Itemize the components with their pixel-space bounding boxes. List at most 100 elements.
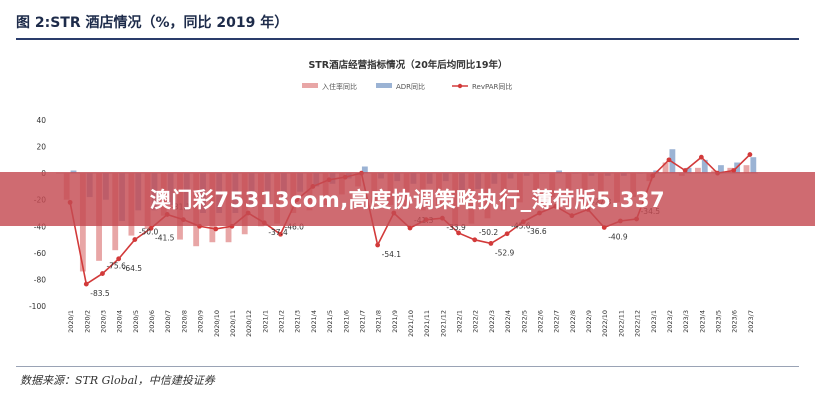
legend-marker-2: [457, 83, 463, 89]
data-label: -45.6: [511, 222, 531, 231]
revpar-point: [456, 230, 461, 236]
revpar-point: [407, 225, 413, 231]
x-tick-label: 2023/7: [747, 310, 755, 333]
revpar-point: [698, 154, 704, 160]
bar-adr: [685, 167, 692, 174]
bar-occupancy: [743, 165, 750, 174]
x-tick-label: 2020/3: [99, 310, 107, 333]
y-tick-label: -60: [34, 249, 46, 258]
x-tick-label: 2022/8: [569, 310, 577, 333]
legend-swatch-0: [302, 83, 318, 88]
revpar-point: [747, 152, 753, 157]
x-tick-label: 2022/1: [456, 310, 464, 333]
data-label: -64.5: [123, 264, 143, 273]
x-tick-label: 2023/2: [666, 310, 674, 333]
revpar-point: [116, 256, 122, 262]
x-tick-label: 2021/10: [407, 310, 415, 337]
figure-title: 图 2:STR 酒店情况（%，同比 2019 年）: [16, 15, 289, 31]
data-label: -83.5: [90, 289, 110, 298]
x-tick-label: 2022/10: [601, 310, 609, 337]
x-tick-label: 2021/1: [261, 310, 269, 333]
x-tick-label: 2022/2: [472, 310, 480, 333]
x-tick-label: 2021/3: [294, 310, 302, 333]
x-tick-label: 2021/6: [342, 310, 350, 333]
x-tick-label: 2022/9: [585, 310, 593, 333]
revpar-point: [601, 225, 607, 230]
data-label: -37.4: [268, 228, 288, 237]
x-tick-label: 2021/8: [375, 310, 383, 333]
x-tick-label: 2020/10: [213, 310, 221, 337]
title-divider: [16, 38, 799, 40]
source-divider: [16, 366, 799, 367]
bar-occupancy: [695, 167, 701, 174]
x-tick-label: 2022/3: [488, 310, 496, 333]
revpar-point: [504, 231, 510, 237]
x-tick-label: 2023/5: [715, 310, 723, 333]
x-tick-label: 2022/11: [617, 310, 625, 337]
x-tick-label: 2020/5: [132, 310, 140, 333]
y-tick-label: -40: [34, 222, 46, 231]
data-label: -46.0: [285, 222, 305, 231]
revpar-point: [148, 225, 154, 231]
revpar-point: [100, 271, 105, 276]
revpar-point: [488, 241, 494, 246]
legend-label-2: RevPAR同比: [472, 82, 512, 91]
x-tick-label: 2022/4: [504, 310, 512, 333]
y-tick-label: 20: [36, 143, 46, 152]
x-tick-label: 2023/4: [698, 310, 706, 333]
data-label: -50.0: [139, 228, 159, 237]
source-note: 数据来源：STR Global，中信建投证券: [20, 374, 215, 387]
data-label: -50.2: [479, 228, 499, 237]
chart-title: STR酒店经营指标情况（20年后均同比19年）: [308, 59, 507, 71]
revpar-point: [666, 157, 672, 163]
revpar-point: [731, 168, 737, 173]
x-tick-label: 2021/7: [358, 310, 366, 333]
revpar-point: [278, 231, 283, 237]
x-tick-label: 2020/9: [197, 310, 205, 333]
x-tick-label: 2023/6: [731, 310, 739, 333]
revpar-point: [83, 281, 89, 287]
revpar-point: [682, 168, 688, 173]
x-tick-label: 2021/2: [278, 310, 286, 333]
bar-adr: [361, 166, 368, 174]
data-label: -40.9: [608, 232, 628, 241]
x-tick-label: 2021/11: [423, 310, 431, 337]
y-tick-label: -100: [29, 302, 46, 311]
legend-swatch-1: [376, 83, 392, 88]
x-tick-label: 2021/5: [326, 310, 334, 333]
overlay-banner: 澳门彩75313com,高度协调策略执行_薄荷版5.337: [0, 172, 815, 226]
bar-occupancy: [711, 170, 718, 174]
x-tick-label: 2020/12: [245, 310, 253, 337]
y-tick-label: -80: [34, 275, 46, 284]
data-label: -41.5: [155, 233, 175, 242]
bar-adr: [556, 170, 563, 174]
x-tick-label: 2022/5: [520, 310, 528, 333]
x-tick-label: 2021/9: [391, 310, 399, 333]
revpar-point: [213, 226, 219, 232]
x-tick-label: 2020/6: [148, 310, 156, 333]
data-label: -33.9: [446, 223, 466, 232]
bar-adr: [70, 170, 77, 174]
x-tick-label: 2023/3: [682, 310, 690, 333]
bar-occupancy: [662, 162, 669, 174]
revpar-point: [132, 237, 138, 242]
x-tick-label: 2020/8: [180, 310, 188, 333]
x-tick-label: 2022/6: [536, 310, 544, 333]
x-tick-label: 2020/1: [67, 310, 75, 333]
data-label: -36.6: [527, 227, 547, 236]
x-tick-label: 2023/1: [650, 310, 658, 333]
x-tick-label: 2022/12: [634, 310, 642, 337]
revpar-point: [472, 237, 478, 243]
bar-adr: [718, 165, 724, 174]
legend-label-1: ADR同比: [396, 82, 425, 91]
x-tick-label: 2021/4: [310, 310, 318, 333]
bar-adr: [701, 159, 708, 174]
bar-adr: [750, 157, 757, 174]
revpar-point: [375, 242, 381, 248]
legend-label-0: 入住率同比: [322, 82, 357, 91]
x-tick-label: 2020/4: [116, 310, 124, 333]
x-tick-label: 2021/12: [439, 310, 447, 337]
data-label: -75.6: [106, 262, 126, 271]
data-label: -52.9: [495, 248, 515, 257]
overlay-banner-text: 澳门彩75313com,高度协调策略执行_薄荷版5.337: [149, 188, 666, 212]
